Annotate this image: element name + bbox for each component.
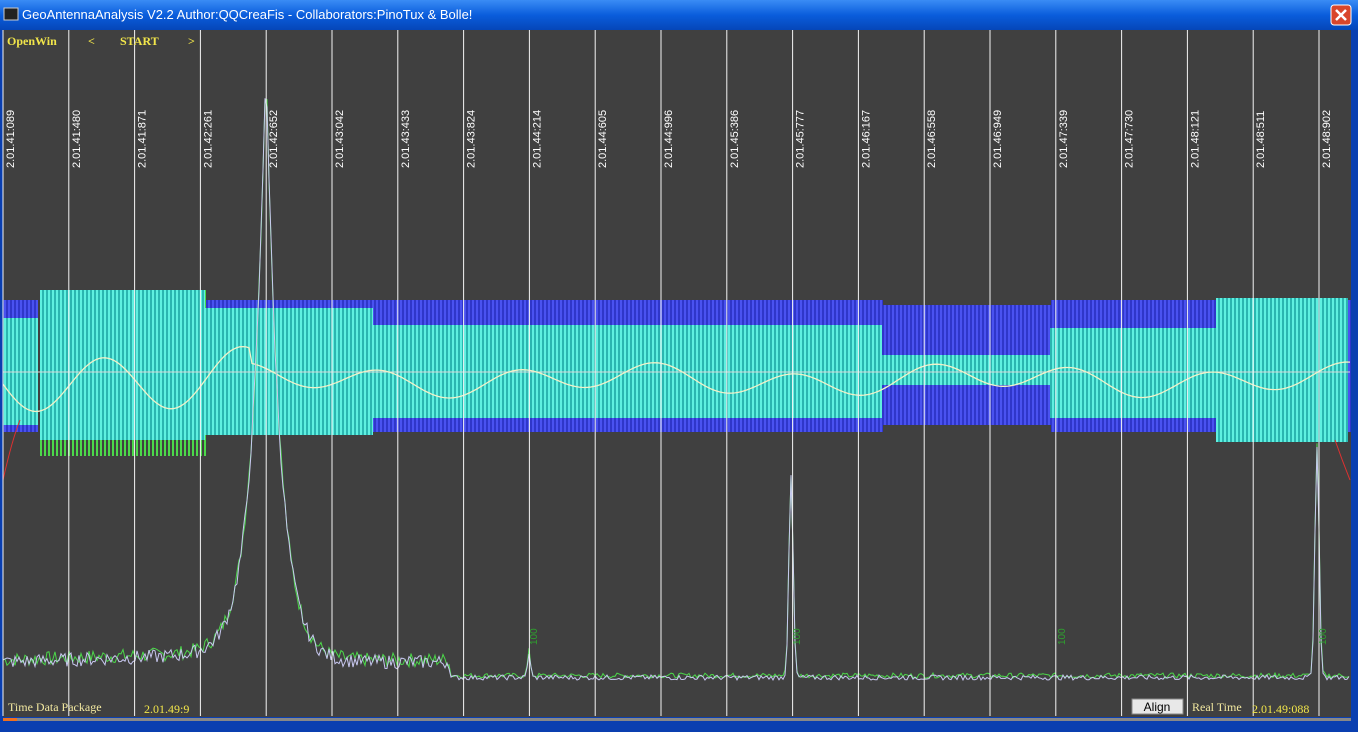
timestamp-label: 2.01.41:480	[71, 110, 83, 168]
waveforms	[2, 98, 1351, 682]
openwin-button[interactable]: OpenWin	[7, 34, 57, 48]
timestamp-label: 2.01.45:386	[729, 110, 741, 168]
timestamp-label: 2.01.41:089	[5, 110, 17, 168]
realtime-value: 2.01.49:088	[1252, 702, 1309, 716]
package-time: 2.01.49:9	[144, 702, 189, 716]
timestamp-label: 2.01.44:605	[597, 110, 609, 168]
timestamp-label: 2.01.45:777	[795, 110, 807, 168]
window-title: GeoAntennaAnalysis V2.2 Author:QQCreaFis…	[22, 7, 472, 22]
next-button[interactable]: >	[188, 34, 195, 48]
align-label[interactable]: Align	[1144, 700, 1171, 714]
peak-marker: 100	[1318, 628, 1329, 645]
package-label: Time Data Package	[8, 700, 102, 714]
timestamp-label: 2.01.43:824	[466, 110, 478, 168]
app-icon	[3, 7, 19, 21]
timestamp-label: 2.01.41:871	[137, 110, 149, 168]
timestamp-label: 2.01.48:121	[1189, 110, 1201, 168]
timestamp-label: 2.01.43:042	[334, 110, 346, 168]
timestamp-label: 2.01.48:511	[1255, 111, 1267, 168]
start-button[interactable]: START	[120, 34, 159, 48]
peak-marker: 100	[529, 628, 540, 645]
timestamp-label: 2.01.46:558	[926, 110, 938, 168]
close-button[interactable]	[1330, 4, 1352, 26]
realtime-label: Real Time	[1192, 700, 1242, 714]
progress-bar	[3, 718, 17, 721]
timestamp-label: 2.01.44:996	[663, 110, 675, 168]
timestamp-label: 2.01.47:730	[1124, 110, 1136, 168]
peak-marker: 100	[792, 628, 803, 645]
peak-marker: 100	[1057, 628, 1068, 645]
timestamp-label: 2.01.46:167	[860, 110, 872, 168]
prev-button[interactable]: <	[88, 34, 95, 48]
timestamp-label: 2.01.46:949	[992, 110, 1004, 168]
timestamp-label: 2.01.43:433	[400, 110, 412, 168]
timestamp-label: 2.01.47:339	[1058, 110, 1070, 168]
timestamp-label: 2.01.48:902	[1321, 110, 1333, 168]
align-button[interactable]: Align	[1131, 698, 1184, 715]
timestamp-label: 2.01.42:261	[202, 110, 214, 168]
title-bar	[0, 0, 1358, 30]
timestamp-label: 2.01.44:214	[531, 110, 543, 168]
timestamp-label: 2.01.42:652	[268, 110, 280, 168]
progress-track	[3, 718, 1351, 721]
